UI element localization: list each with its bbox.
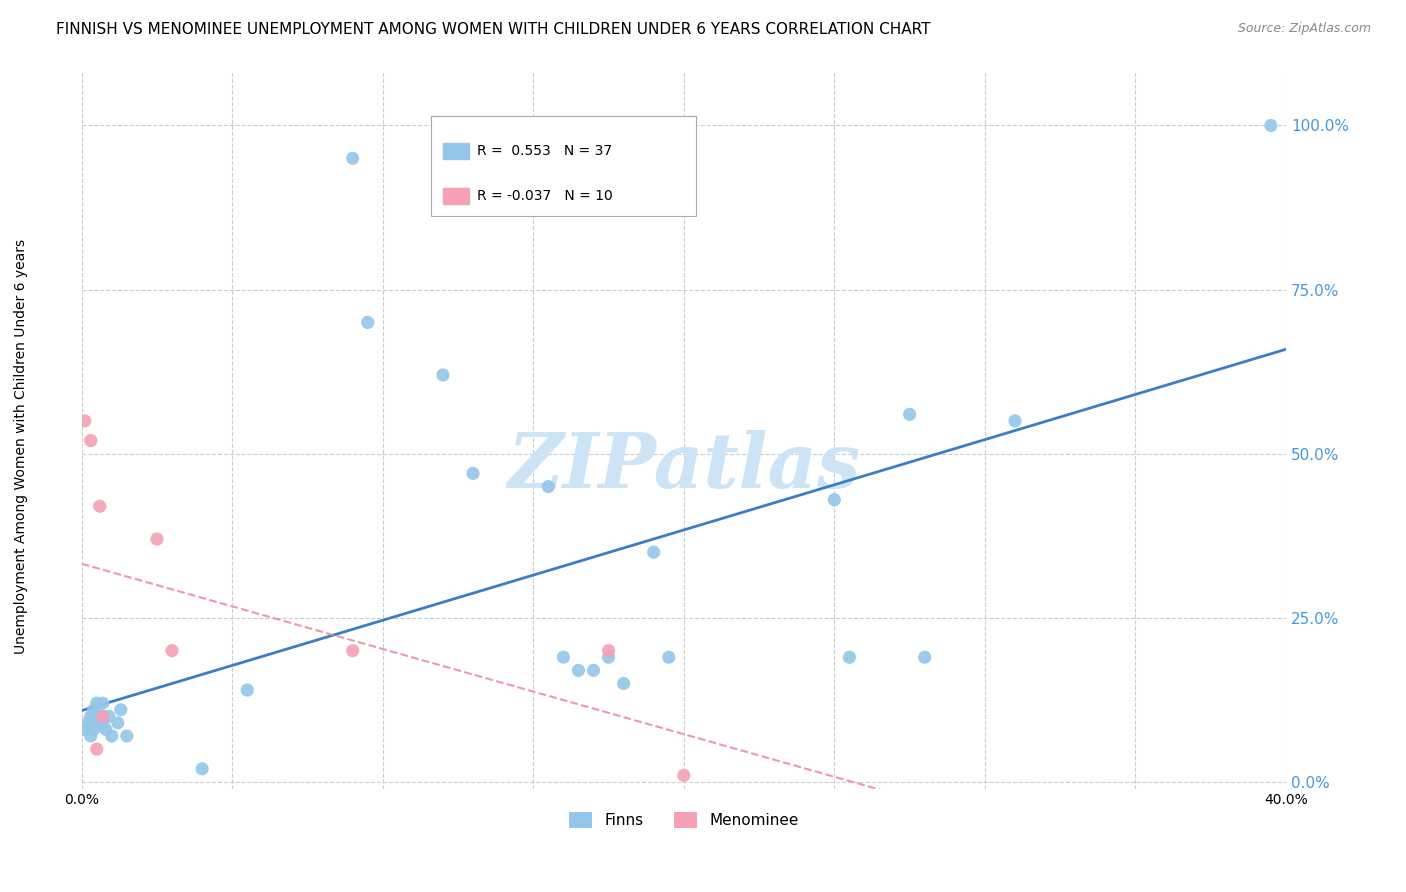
Legend: Finns, Menominee: Finns, Menominee [562,806,804,835]
Point [567,664,589,678]
FancyBboxPatch shape [432,116,696,216]
Point [357,315,380,329]
Point [107,715,129,730]
Point [914,650,936,665]
Point [83,723,105,737]
Bar [443,143,470,159]
Point [86,696,108,710]
Point [80,709,103,723]
Point [91,715,114,730]
Point [613,676,636,690]
Point [342,151,364,165]
Point [553,650,575,665]
Text: R =  0.553   N = 37: R = 0.553 N = 37 [477,144,612,158]
Point [86,742,108,756]
Point [97,709,120,723]
Point [1260,119,1282,133]
Point [838,650,860,665]
Point [110,703,132,717]
Point [898,408,921,422]
Point [89,709,111,723]
Point [658,650,681,665]
Point [582,664,605,678]
Point [91,709,114,723]
Point [598,643,620,657]
Point [823,492,845,507]
Point [160,643,183,657]
Point [86,715,108,730]
Bar [443,188,470,204]
Point [115,729,138,743]
Point [146,532,169,546]
Point [80,729,103,743]
Text: Unemployment Among Women with Children Under 6 years: Unemployment Among Women with Children U… [14,238,28,654]
Point [94,723,117,737]
Text: Source: ZipAtlas.com: Source: ZipAtlas.com [1237,22,1371,36]
Point [89,500,111,514]
Point [432,368,454,382]
Point [101,729,124,743]
Point [342,643,364,657]
Point [236,683,259,698]
Point [73,414,96,428]
Text: R = -0.037   N = 10: R = -0.037 N = 10 [477,189,613,203]
Point [1004,414,1026,428]
Point [76,715,98,730]
Point [537,479,560,493]
Point [598,650,620,665]
Point [643,545,665,559]
Point [80,434,103,448]
Point [461,467,484,481]
Point [83,703,105,717]
Point [191,762,214,776]
Point [91,696,114,710]
Text: ZIPatlas: ZIPatlas [508,430,860,503]
Point [672,768,695,782]
Point [73,723,96,737]
Text: FINNISH VS MENOMINEE UNEMPLOYMENT AMONG WOMEN WITH CHILDREN UNDER 6 YEARS CORREL: FINNISH VS MENOMINEE UNEMPLOYMENT AMONG … [56,22,931,37]
